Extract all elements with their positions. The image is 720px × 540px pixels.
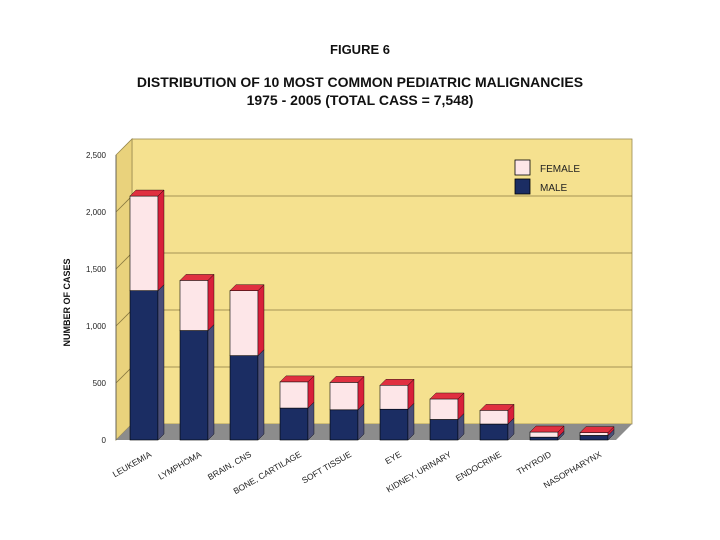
y-tick-label: 1,500 (86, 265, 107, 274)
chart-subtitle: 1975 - 2005 (TOTAL CASS = 7,548) (246, 92, 474, 108)
gridline-side (115, 366, 133, 384)
bar-top (379, 379, 415, 386)
chart-title: DISTRIBUTION OF 10 MOST COMMON PEDIATRIC… (136, 74, 584, 90)
bar-female (379, 384, 409, 410)
bar-male (479, 423, 509, 441)
gridline-side (115, 195, 133, 213)
bar-female (279, 381, 309, 409)
bar-female (179, 280, 209, 331)
bar-male (279, 407, 309, 441)
bars (129, 189, 615, 441)
bar-top (479, 404, 515, 411)
gridline-side (115, 309, 133, 327)
bar-male-side (207, 324, 215, 441)
bar-top (179, 274, 215, 281)
x-tick-label: EYE (383, 449, 403, 466)
bar-male (529, 436, 559, 441)
legend-label-male: MALE (540, 183, 568, 194)
x-tick-label: LEUKEMIA (111, 449, 154, 479)
bar-top (429, 392, 465, 400)
bar-male-side (407, 402, 415, 441)
bar-female (129, 195, 159, 291)
bar-male-side (257, 349, 265, 441)
bar-male (379, 408, 409, 441)
bar-male-side (157, 284, 165, 441)
y-tick-label: 1,000 (86, 322, 107, 331)
bar-male (429, 419, 459, 441)
y-tick-label: 500 (93, 379, 107, 388)
bar-male-side (357, 403, 365, 441)
x-tick-label: THYROID (515, 449, 553, 477)
legend: FEMALE MALE (514, 159, 580, 195)
bar-male-side (307, 401, 315, 441)
x-tick-label: LYMPHOMA (156, 449, 203, 482)
y-tick-label: 2,000 (86, 208, 107, 217)
x-tick-label: BRAIN, CNS (206, 449, 253, 482)
back-wall (131, 138, 633, 425)
bar-female-side (257, 284, 265, 357)
bar-female (579, 432, 609, 436)
bar-female (429, 398, 459, 420)
bar-male (129, 290, 159, 441)
bar-top (329, 376, 365, 383)
bar-male (579, 435, 609, 441)
y-axis-label: NUMBER OF CASES (62, 258, 72, 346)
side-wall (115, 138, 133, 441)
y-tick-label: 0 (102, 436, 107, 445)
bar-top (279, 375, 315, 383)
bar-female (529, 431, 559, 438)
bar-top (529, 425, 565, 433)
legend-swatch-female (514, 159, 531, 176)
bar-female (229, 290, 259, 356)
gridline-side (115, 252, 133, 270)
bar-top (229, 284, 265, 291)
bar-female-side (157, 189, 165, 292)
y-tick-label: 2,500 (86, 151, 107, 160)
bar-top (579, 426, 615, 433)
legend-swatch-male (514, 178, 531, 195)
bar-female (479, 410, 509, 425)
legend-label-female: FEMALE (540, 164, 580, 175)
x-tick-label: SOFT TISSUE (300, 449, 353, 486)
bar-female-side (207, 273, 215, 332)
bar-female (329, 382, 359, 411)
bar-male (179, 330, 209, 441)
bar-male (229, 355, 259, 441)
figure-label: FIGURE 6 (330, 42, 390, 57)
bar-top (129, 189, 165, 197)
bar-male (329, 409, 359, 441)
x-tick-label: ENDOCRINE (454, 449, 503, 483)
y-axis: 0 500 1,000 1,500 2,000 2,500 NUMBER OF CASES (62, 151, 117, 445)
